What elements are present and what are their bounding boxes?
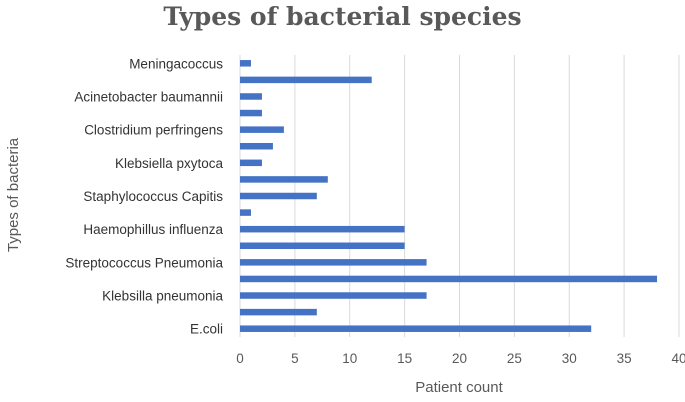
bar: [240, 259, 427, 266]
category-labels: E.coli Klebsilla pneumonia Streptococcus P…: [65, 56, 223, 336]
category-label: Klebsiella pxytoca: [115, 156, 224, 171]
bar: [240, 225, 405, 233]
bar: [240, 292, 427, 299]
category-label: Clostridium perfringens: [84, 123, 223, 138]
category-label: Acinetobacter baumannii: [74, 89, 223, 104]
category-label: Haemophillus influenza: [83, 222, 223, 237]
x-tick-label: 10: [342, 351, 357, 366]
bar: [240, 192, 317, 200]
x-tick-label: 0: [236, 351, 244, 366]
bar: [240, 76, 372, 84]
bar: [240, 60, 251, 67]
bar: [240, 109, 262, 117]
category-label: Staphylococcus Capitis: [83, 189, 223, 204]
chart-title: Types of bacterial species: [163, 2, 522, 31]
bar: [240, 176, 328, 183]
bar: [240, 209, 251, 216]
bar: [240, 242, 405, 250]
bars: [240, 60, 658, 332]
x-tick-label: 30: [562, 351, 577, 366]
category-label: Klebsilla pneumonia: [102, 289, 223, 304]
y-axis-title: Types of bacteria: [5, 137, 22, 252]
bar: [240, 159, 262, 167]
category-label: Streptococcus Pneumonia: [65, 255, 223, 270]
x-tick-label: 20: [452, 351, 467, 366]
x-axis-title: Patient count: [415, 379, 503, 396]
x-tick-label: 5: [291, 351, 299, 366]
bar: [240, 93, 262, 100]
bar: [240, 275, 658, 283]
bar: [240, 142, 273, 150]
category-label: E.coli: [190, 322, 223, 337]
x-tick-label: 40: [671, 351, 685, 366]
x-tick-label: 15: [397, 351, 412, 366]
bar: [240, 126, 284, 133]
x-tick-labels: 0 5 10 15 20 25 30 35 40: [236, 351, 685, 366]
bar: [240, 325, 592, 332]
category-label: Meningacoccus: [129, 56, 223, 71]
x-tick-label: 35: [617, 351, 632, 366]
x-tick-label: 25: [507, 351, 522, 366]
bar: [240, 308, 317, 316]
